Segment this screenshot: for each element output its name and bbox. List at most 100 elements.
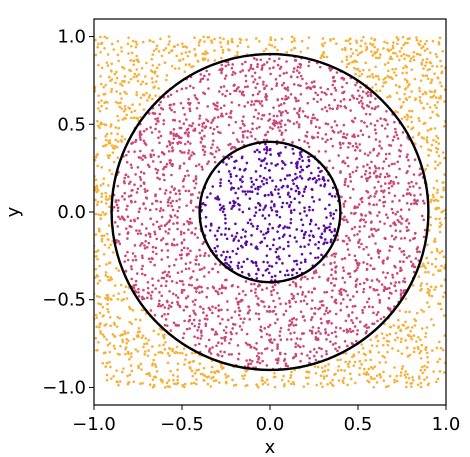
scatter-point — [270, 275, 274, 279]
scatter-point — [134, 318, 138, 321]
scatter-point — [406, 153, 409, 156]
scatter-point — [364, 220, 367, 224]
scatter-point — [409, 202, 413, 206]
scatter-point — [330, 322, 333, 325]
scatter-point — [124, 173, 128, 177]
scatter-point — [120, 299, 124, 302]
scatter-point — [325, 306, 329, 310]
scatter-point — [191, 209, 195, 212]
scatter-point — [110, 87, 114, 91]
scatter-point — [374, 242, 377, 245]
scatter-point — [372, 287, 376, 291]
scatter-point — [250, 345, 253, 349]
scatter-point — [353, 212, 356, 215]
scatter-point — [220, 354, 224, 358]
scatter-point — [361, 133, 365, 137]
scatter-point — [368, 285, 372, 289]
scatter-point — [373, 195, 376, 198]
scatter-point — [250, 190, 254, 194]
scatter-point — [157, 63, 161, 66]
scatter-point — [198, 322, 201, 326]
scatter-point — [254, 137, 257, 141]
scatter-point — [301, 110, 305, 113]
scatter-point — [199, 331, 203, 334]
scatter-point — [201, 77, 205, 80]
scatter-point — [152, 384, 156, 388]
scatter-point — [343, 181, 347, 184]
scatter-point — [276, 98, 280, 101]
scatter-point — [341, 91, 344, 95]
scatter-point — [168, 106, 172, 110]
scatter-point — [268, 126, 272, 129]
scatter-point — [324, 150, 327, 153]
scatter-point — [404, 339, 407, 342]
scatter-point — [375, 203, 378, 206]
scatter-point — [242, 115, 245, 118]
scatter-point — [198, 114, 202, 118]
scatter-point — [346, 220, 349, 224]
scatter-point — [193, 36, 196, 39]
scatter-point — [412, 378, 415, 382]
scatter-point — [329, 38, 332, 41]
scatter-point — [217, 304, 220, 307]
scatter-point — [139, 170, 143, 174]
scatter-point — [403, 373, 407, 377]
scatter-point — [356, 67, 360, 71]
scatter-point — [257, 317, 261, 321]
scatter-point — [388, 286, 391, 290]
scatter-point — [150, 202, 154, 205]
scatter-point — [231, 40, 234, 44]
scatter-point — [321, 177, 325, 181]
scatter-point — [262, 138, 266, 142]
scatter-point — [176, 375, 180, 378]
scatter-point — [154, 363, 157, 366]
scatter-point — [383, 127, 387, 130]
scatter-point — [388, 57, 392, 61]
scatter-point — [224, 94, 227, 98]
scatter-point — [283, 225, 287, 228]
scatter-point — [398, 309, 401, 313]
scatter-point — [400, 46, 403, 50]
scatter-point — [151, 160, 155, 163]
scatter-point — [393, 338, 397, 342]
scatter-point — [223, 213, 227, 217]
scatter-point — [105, 107, 108, 110]
scatter-point — [121, 370, 124, 374]
scatter-point — [248, 197, 252, 200]
scatter-point — [232, 131, 235, 135]
scatter-point — [163, 312, 166, 316]
scatter-point — [146, 354, 150, 358]
scatter-point — [377, 56, 380, 60]
scatter-point — [283, 177, 287, 181]
scatter-point — [301, 77, 304, 81]
scatter-point — [223, 350, 226, 354]
scatter-point — [105, 232, 109, 236]
scatter-point — [387, 164, 391, 168]
scatter-point — [418, 167, 422, 170]
scatter-point — [307, 155, 310, 159]
scatter-point — [120, 97, 123, 100]
scatter-point — [256, 65, 259, 69]
scatter-point — [154, 199, 158, 203]
scatter-point — [246, 85, 249, 88]
scatter-point — [274, 210, 278, 213]
scatter-point — [166, 249, 170, 252]
scatter-point — [125, 153, 128, 157]
scatter-point — [129, 77, 133, 81]
scatter-point — [94, 276, 97, 279]
scatter-point — [180, 257, 183, 260]
scatter-point — [186, 140, 190, 143]
scatter-point — [160, 238, 163, 242]
scatter-point — [365, 47, 369, 51]
scatter-point — [295, 163, 299, 167]
scatter-point — [358, 143, 362, 146]
scatter-point — [190, 275, 193, 279]
scatter-point — [421, 74, 425, 77]
scatter-point — [135, 272, 139, 275]
scatter-point — [214, 330, 218, 334]
scatter-point — [249, 289, 253, 293]
scatter-point — [324, 140, 328, 144]
scatter-point — [409, 193, 413, 197]
scatter-point — [419, 284, 423, 287]
scatter-point — [143, 244, 146, 247]
